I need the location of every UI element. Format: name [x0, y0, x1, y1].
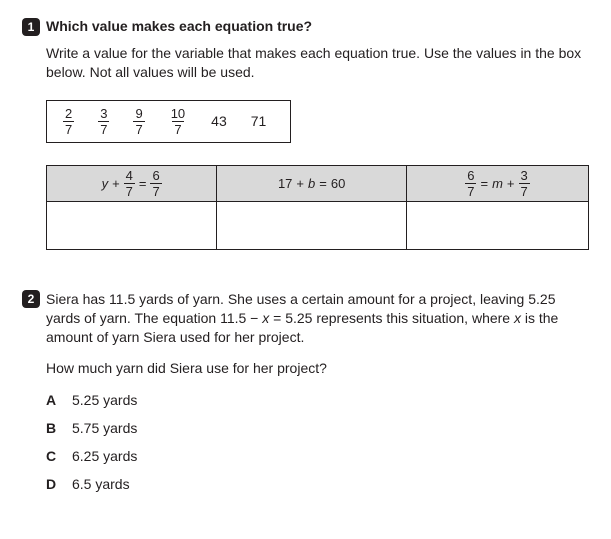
- eq-var: m: [492, 176, 503, 191]
- choice-letter: C: [46, 448, 72, 464]
- choice-item[interactable]: D 6.5 yards: [46, 476, 589, 492]
- q2-instructions: Siera has 11.5 yards of yarn. She uses a…: [46, 290, 589, 347]
- q1-body: Which value makes each equation true? Wr…: [46, 18, 589, 290]
- value-plain: 71: [251, 113, 267, 129]
- choice-letter: B: [46, 420, 72, 436]
- fraction-numerator: 2: [63, 107, 74, 121]
- fraction-numerator: 3: [519, 169, 530, 183]
- question-1: 1 Which value makes each equation true? …: [22, 18, 589, 290]
- fraction-numerator: 3: [98, 107, 109, 121]
- answer-cell[interactable]: [217, 201, 407, 249]
- value-fraction: 9 7: [133, 107, 144, 136]
- equation-cell: 17 + b = 60: [217, 165, 407, 201]
- eq-op: +: [507, 176, 515, 191]
- eq-eq: =: [319, 176, 327, 191]
- fraction-denominator: 7: [63, 121, 74, 136]
- choice-letter: A: [46, 392, 72, 408]
- value-fraction: 10 7: [169, 107, 187, 136]
- q1-prompt: Which value makes each equation true?: [46, 18, 589, 34]
- value-plain: 43: [211, 113, 227, 129]
- equation-cell: 6 7 = m + 3 7: [406, 165, 588, 201]
- fraction-denominator: 7: [519, 183, 530, 198]
- q2-text: = 5.25 represents this situation, where: [269, 310, 514, 326]
- fraction-denominator: 7: [465, 183, 476, 198]
- eq-var: y: [102, 176, 109, 191]
- choice-text: 5.75 yards: [72, 420, 137, 436]
- fraction-denominator: 7: [133, 121, 144, 136]
- table-row: [47, 201, 589, 249]
- choice-item[interactable]: A 5.25 yards: [46, 392, 589, 408]
- value-fraction: 3 7: [98, 107, 109, 136]
- fraction-denominator: 7: [172, 121, 183, 136]
- q2-body: Siera has 11.5 yards of yarn. She uses a…: [46, 290, 589, 505]
- table-row: y + 4 7 = 6 7 17: [47, 165, 589, 201]
- q1-value-box: 2 7 3 7 9 7 10 7 43 71: [46, 100, 291, 143]
- eq-var: b: [308, 176, 315, 191]
- q1-number-badge: 1: [22, 18, 40, 36]
- answer-cell[interactable]: [406, 201, 588, 249]
- choice-text: 6.25 yards: [72, 448, 137, 464]
- q2-subquestion: How much yarn did Siera use for her proj…: [46, 360, 589, 376]
- eq-fraction: 6 7: [150, 169, 161, 198]
- fraction-numerator: 6: [150, 169, 161, 183]
- fraction-denominator: 7: [98, 121, 109, 136]
- q2-choices: A 5.25 yards B 5.75 yards C 6.25 yards D…: [46, 392, 589, 492]
- fraction-numerator: 6: [465, 169, 476, 183]
- question-2: 2 Siera has 11.5 yards of yarn. She uses…: [22, 290, 589, 505]
- answer-cell[interactable]: [47, 201, 217, 249]
- choice-text: 6.5 yards: [72, 476, 130, 492]
- q2-var: x: [514, 310, 521, 326]
- eq-fraction: 3 7: [519, 169, 530, 198]
- eq-fraction: 4 7: [124, 169, 135, 198]
- eq-eq: =: [480, 176, 488, 191]
- choice-item[interactable]: B 5.75 yards: [46, 420, 589, 436]
- value-fraction: 2 7: [63, 107, 74, 136]
- fraction-denominator: 7: [124, 183, 135, 198]
- eq-fraction: 6 7: [465, 169, 476, 198]
- eq-op: +: [112, 176, 120, 191]
- q1-equation-table: y + 4 7 = 6 7 17: [46, 165, 589, 250]
- eq-rhs: 60: [331, 176, 345, 191]
- eq-lhs: 17: [278, 176, 292, 191]
- choice-letter: D: [46, 476, 72, 492]
- fraction-numerator: 10: [169, 107, 187, 121]
- eq-op: +: [296, 176, 304, 191]
- choice-item[interactable]: C 6.25 yards: [46, 448, 589, 464]
- fraction-numerator: 9: [133, 107, 144, 121]
- q2-number-badge: 2: [22, 290, 40, 308]
- equation-cell: y + 4 7 = 6 7: [47, 165, 217, 201]
- eq-eq: =: [139, 176, 147, 191]
- q1-instructions: Write a value for the variable that make…: [46, 44, 589, 82]
- fraction-denominator: 7: [150, 183, 161, 198]
- fraction-numerator: 4: [124, 169, 135, 183]
- choice-text: 5.25 yards: [72, 392, 137, 408]
